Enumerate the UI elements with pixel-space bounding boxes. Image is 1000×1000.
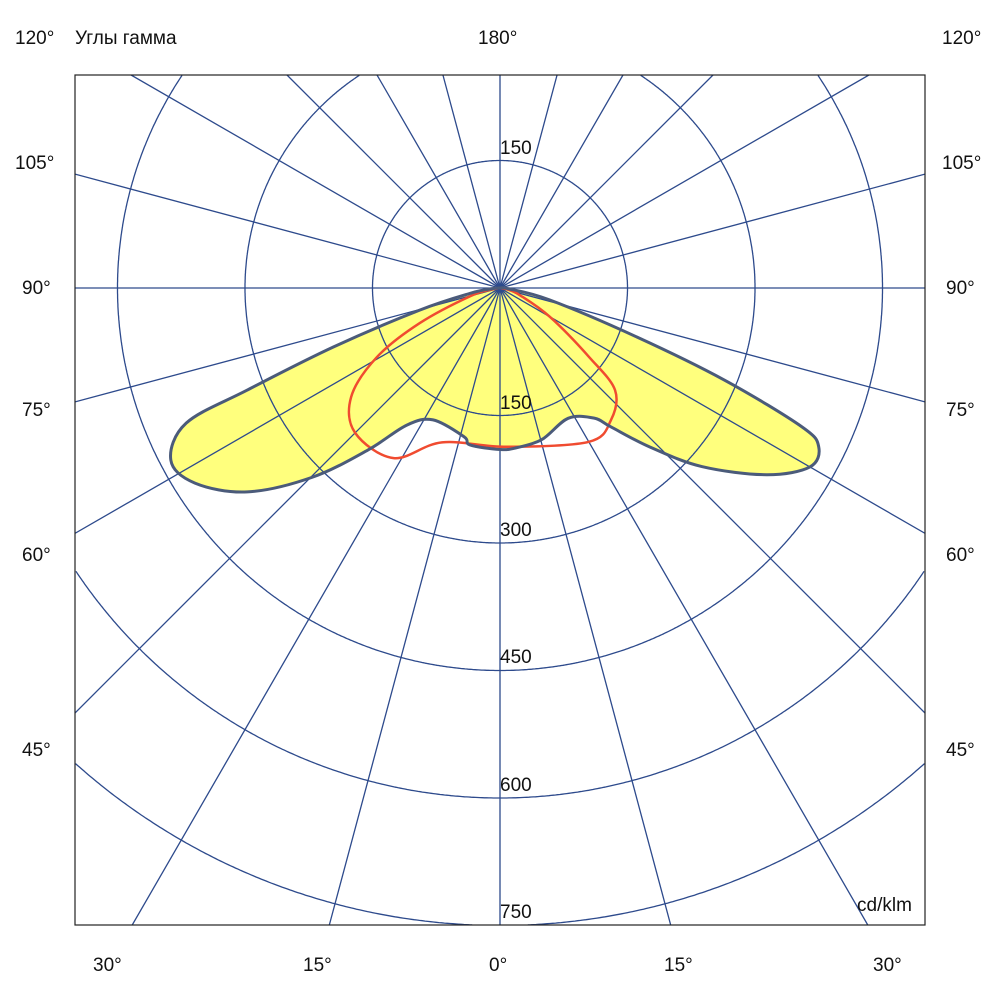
bottom-label-left-30: 30° <box>93 955 122 976</box>
side-label-left-120: 120° <box>15 28 55 49</box>
radial-line-225 <box>286 75 501 289</box>
side-label-right-75: 75° <box>946 400 975 421</box>
top-label-180: 180° <box>478 28 518 49</box>
radial-line-195 <box>442 75 501 289</box>
ring-750 <box>75 763 925 925</box>
side-label-right-60: 60° <box>946 545 975 566</box>
ring-label-150: 150 <box>500 393 532 414</box>
side-label-left-45: 45° <box>22 740 51 761</box>
radial-line-135 <box>499 75 714 289</box>
side-label-right-45: 45° <box>946 740 975 761</box>
over-radial-line-315 <box>170 287 501 493</box>
plot-frame <box>74 74 926 926</box>
side-label-left-75: 75° <box>22 400 51 421</box>
radial-line-210 <box>376 75 501 289</box>
grid <box>75 75 925 925</box>
series-2-curve <box>347 286 618 460</box>
radial-line-105 <box>499 173 925 289</box>
radial-line-165 <box>499 75 558 289</box>
unit-label: cd/klm <box>857 895 912 916</box>
over-radial-line-15 <box>499 287 672 493</box>
radial-line-255 <box>75 173 501 289</box>
side-label-left-90: 90° <box>22 278 51 299</box>
ring-label-600: 600 <box>500 775 532 796</box>
side-label-left-60: 60° <box>22 545 51 566</box>
series-1-curve <box>169 286 821 494</box>
ring-label-750: 750 <box>500 902 532 923</box>
bottom-label-0: 0° <box>489 955 508 976</box>
bottom-label-right-30: 30° <box>873 955 902 976</box>
over-radial-line-345 <box>328 287 501 493</box>
over-radial-line-330 <box>170 287 501 493</box>
ring-600 <box>75 570 925 799</box>
side-label-right-120: 120° <box>942 28 982 49</box>
over-radial-line-45 <box>499 287 820 493</box>
side-label-right-105: 105° <box>942 153 982 174</box>
ring-450 <box>116 75 884 672</box>
ring-300 <box>244 75 756 544</box>
side-label-left-105: 105° <box>15 153 55 174</box>
chart-title: Углы гамма <box>75 28 177 49</box>
over-radial-line-30 <box>499 287 820 493</box>
radial-line-120 <box>499 75 870 289</box>
bottom-label-left-15: 15° <box>303 955 332 976</box>
ring-label-300: 300 <box>500 520 532 541</box>
side-label-right-90: 90° <box>946 278 975 299</box>
ring-label-top-150: 150 <box>500 138 532 159</box>
over-radial-line-300 <box>170 287 501 493</box>
over-radial-line-60 <box>499 287 820 493</box>
radial-line-150 <box>499 75 624 289</box>
bottom-label-right-15: 15° <box>664 955 693 976</box>
radial-line-240 <box>130 75 501 289</box>
ring-label-450: 450 <box>500 647 532 668</box>
series-1-fill <box>170 287 820 493</box>
